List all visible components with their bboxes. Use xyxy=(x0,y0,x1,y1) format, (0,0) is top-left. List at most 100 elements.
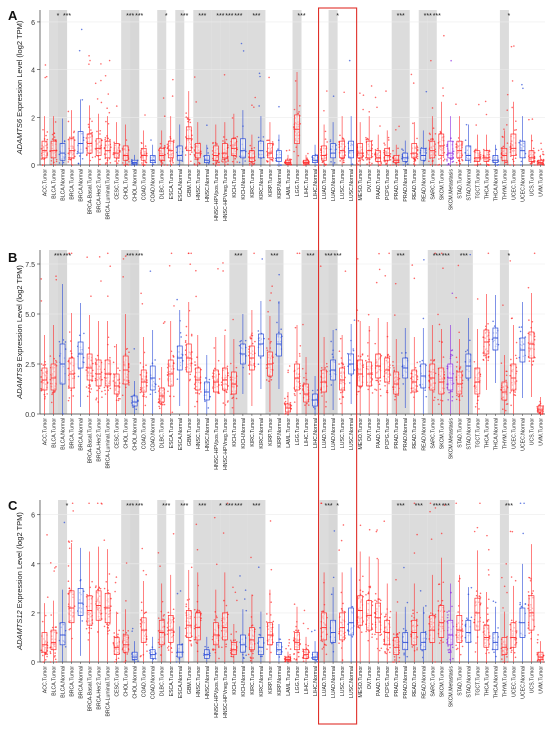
data-point xyxy=(100,63,102,65)
significance-mark: *** xyxy=(234,253,242,260)
data-point xyxy=(339,337,342,340)
x-tick-label: HNSC.Normal xyxy=(205,666,211,699)
data-point xyxy=(63,521,66,524)
x-tick-label: PCPG.Tumor xyxy=(385,418,391,449)
data-point xyxy=(379,164,382,166)
data-point xyxy=(339,134,341,137)
data-point xyxy=(128,160,130,163)
data-point xyxy=(374,96,377,99)
data-point xyxy=(522,87,524,90)
data-point xyxy=(340,391,342,394)
data-point xyxy=(54,567,56,569)
data-point xyxy=(411,264,414,266)
data-point xyxy=(389,158,392,161)
significance-mark: *** xyxy=(135,503,143,510)
data-point xyxy=(374,148,377,151)
significance-mark: *** xyxy=(424,13,432,20)
data-point xyxy=(384,385,386,387)
box-luad.normal xyxy=(330,143,336,159)
data-point xyxy=(41,620,44,623)
data-point xyxy=(325,401,328,403)
data-point xyxy=(455,398,458,401)
box-hnsc.tumor xyxy=(194,143,201,159)
data-point xyxy=(234,137,236,139)
data-point xyxy=(220,384,223,386)
data-point xyxy=(91,580,93,583)
x-tick-label: GBM.Tumor xyxy=(187,418,193,446)
data-point xyxy=(379,379,382,382)
significance-mark: *** xyxy=(135,253,143,260)
box-blca.tumor xyxy=(50,140,57,159)
data-point xyxy=(106,252,109,255)
data-point xyxy=(185,334,188,337)
data-point xyxy=(389,164,392,166)
data-point xyxy=(197,366,200,368)
box-esca.normal xyxy=(176,145,183,161)
box-uvm.tumor xyxy=(537,405,544,413)
data-point xyxy=(528,360,531,362)
box-coad.tumor xyxy=(140,369,147,393)
data-point xyxy=(434,150,437,153)
data-point xyxy=(130,395,133,398)
box-kich.normal xyxy=(240,634,246,653)
box-tgct.tumor xyxy=(474,150,481,162)
data-point xyxy=(482,148,485,151)
data-point xyxy=(172,161,174,164)
data-point xyxy=(115,105,118,107)
data-point xyxy=(98,256,101,258)
box-kirc.normal xyxy=(258,140,264,159)
data-point xyxy=(401,352,403,354)
data-point xyxy=(85,627,88,630)
data-point xyxy=(293,658,296,660)
data-point xyxy=(502,304,504,306)
box-sarc.tumor xyxy=(429,140,436,159)
data-point xyxy=(144,114,146,116)
data-point xyxy=(67,152,70,155)
significance-shade xyxy=(499,250,509,414)
box-skcm.metastasis xyxy=(447,363,454,391)
data-point xyxy=(397,147,399,150)
data-point xyxy=(99,163,101,166)
data-point xyxy=(410,73,413,76)
x-tick-label: KIRC.Tumor xyxy=(250,169,256,198)
data-point xyxy=(447,398,449,401)
x-tick-label: OV.Tumor xyxy=(367,418,373,442)
data-point xyxy=(189,263,192,265)
data-point xyxy=(474,405,477,408)
data-point xyxy=(54,121,57,123)
data-point xyxy=(127,164,129,166)
x-tick-label: KICH.Normal xyxy=(241,169,247,200)
data-point xyxy=(306,402,308,405)
data-point xyxy=(53,570,55,572)
data-point xyxy=(91,131,93,134)
data-point xyxy=(442,267,444,270)
box-brca-her2.tumor xyxy=(95,138,102,156)
data-point xyxy=(124,255,127,257)
data-point xyxy=(53,656,56,658)
data-point xyxy=(392,156,394,159)
data-point xyxy=(107,122,110,125)
data-point xyxy=(247,152,250,155)
data-point xyxy=(379,394,382,397)
data-point xyxy=(451,399,454,402)
data-point xyxy=(533,164,536,166)
data-point xyxy=(402,383,405,385)
x-tick-label: COAD.Normal xyxy=(151,169,157,202)
data-point xyxy=(357,163,360,166)
data-point xyxy=(271,285,273,287)
data-point xyxy=(130,164,133,166)
data-point xyxy=(169,160,171,162)
data-point xyxy=(531,320,534,323)
data-point xyxy=(371,392,374,394)
data-point xyxy=(92,375,94,378)
data-point xyxy=(71,164,74,166)
data-point xyxy=(478,103,480,106)
data-point xyxy=(323,109,325,112)
data-point xyxy=(150,139,152,141)
data-point xyxy=(68,587,71,590)
box-blca.normal xyxy=(59,622,66,646)
data-point xyxy=(144,145,147,147)
data-point xyxy=(375,281,378,284)
data-point xyxy=(448,391,450,394)
data-point xyxy=(424,389,426,391)
